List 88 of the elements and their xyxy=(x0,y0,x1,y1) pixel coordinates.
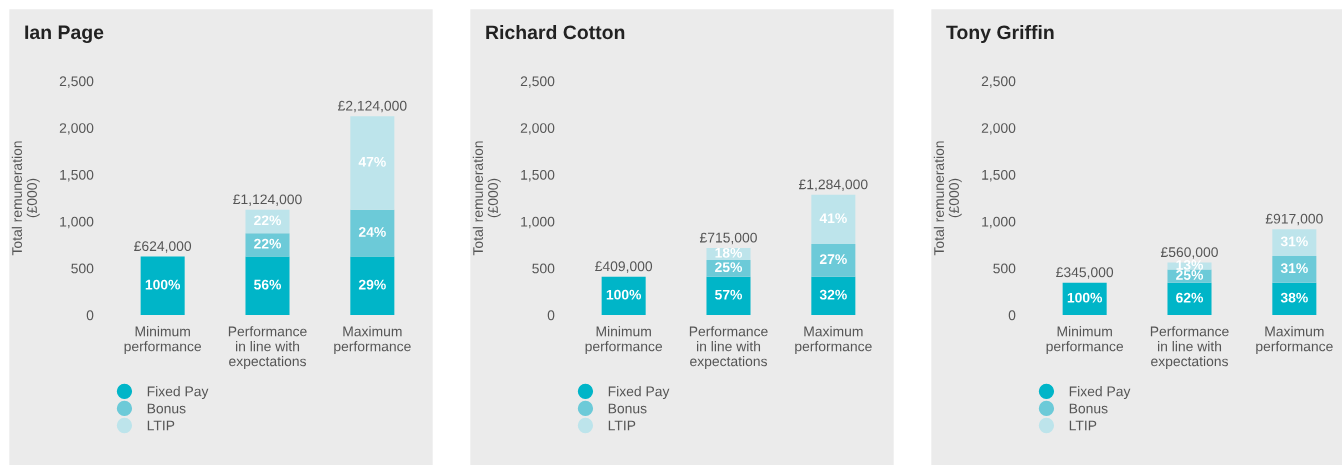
bar xyxy=(601,276,646,315)
annotation: 100% xyxy=(1067,292,1103,303)
bar xyxy=(1272,229,1317,256)
y-tick-label: 1,000 xyxy=(982,216,1016,229)
total-label: £1,284,000 xyxy=(798,179,868,191)
y-tick-label: 500 xyxy=(993,263,1016,274)
y-tick-label: 500 xyxy=(71,263,94,274)
y-tick-label: 2,000 xyxy=(981,123,1016,135)
annotation: 31% xyxy=(1280,236,1308,247)
bar xyxy=(1167,282,1212,315)
y-axis-title: Total remuneration (£000) xyxy=(472,141,501,256)
legend-label: LTIP xyxy=(1069,420,1097,431)
y-tick-label: 0 xyxy=(1008,310,1016,321)
y-tick-label: 1,000 xyxy=(521,216,555,229)
chart-title: Tony Griffin xyxy=(946,24,1054,44)
annotation: 62% xyxy=(1176,292,1204,303)
total-label: £2,124,000 xyxy=(337,100,407,113)
legend-label: Fixed Pay xyxy=(147,386,209,400)
annotation: 41% xyxy=(819,213,847,224)
x-tick-label: Minimum performance xyxy=(1046,326,1124,355)
bar xyxy=(140,256,185,315)
annotation: 25% xyxy=(1176,270,1204,280)
bar xyxy=(811,276,856,315)
y-tick-label: 500 xyxy=(532,263,555,274)
bar xyxy=(811,194,856,244)
bar xyxy=(245,233,290,257)
y-tick-label: 2,500 xyxy=(520,76,555,88)
legend-label: Bonus xyxy=(608,403,647,414)
annotation: 18% xyxy=(715,247,743,258)
y-tick-label: 2,500 xyxy=(59,76,94,88)
x-tick-label: Performance in line with expectations xyxy=(1150,326,1229,369)
annotation: 32% xyxy=(819,289,847,300)
total-label: £1,124,000 xyxy=(233,194,302,206)
annotation: 29% xyxy=(358,279,386,290)
total-label: £560,000 xyxy=(1160,247,1218,259)
total-label: £409,000 xyxy=(595,261,653,273)
annotation: 22% xyxy=(254,215,282,226)
annotation: 31% xyxy=(1280,263,1308,274)
annotation: 24% xyxy=(358,227,386,237)
x-tick-label: Performance in line with expectations xyxy=(689,326,768,369)
annotation: 100% xyxy=(145,279,181,290)
y-tick-label: 0 xyxy=(86,310,94,321)
legend-label: LTIP xyxy=(147,420,175,431)
y-tick-label: 2,500 xyxy=(981,76,1016,88)
legend-label: LTIP xyxy=(608,420,636,431)
total-label: £917,000 xyxy=(1265,213,1323,226)
annotation: 25% xyxy=(715,262,743,273)
x-tick-label: Minimum performance xyxy=(124,326,202,355)
annotation: 22% xyxy=(254,238,282,249)
x-tick-label: Performance in line with expectations xyxy=(228,326,307,369)
annotation: 47% xyxy=(358,156,386,167)
y-tick-label: 1,500 xyxy=(982,169,1016,182)
bar xyxy=(1272,255,1317,283)
x-tick-label: Maximum performance xyxy=(795,326,872,355)
bar xyxy=(1272,282,1317,315)
y-tick-label: 1,500 xyxy=(521,169,555,182)
chart-title: Richard Cotton xyxy=(486,24,625,40)
bar xyxy=(245,209,290,234)
annotation: 100% xyxy=(606,289,642,300)
legend-label: Fixed Pay xyxy=(608,386,670,400)
bar xyxy=(811,243,856,277)
legend-label: Bonus xyxy=(147,403,186,414)
annotation: 56% xyxy=(254,279,282,290)
bar xyxy=(350,256,395,315)
total-label: £715,000 xyxy=(699,232,757,245)
y-tick-label: 2,000 xyxy=(59,123,94,135)
bar xyxy=(706,276,751,315)
annotation: 27% xyxy=(819,254,847,265)
x-tick-label: Maximum performance xyxy=(334,326,411,355)
annotation: 57% xyxy=(715,289,743,300)
bar xyxy=(245,256,290,315)
x-tick-label: Maximum performance xyxy=(1256,326,1333,355)
annotation: 13% xyxy=(1176,259,1204,270)
y-tick-label: 0 xyxy=(547,310,555,321)
total-label: £624,000 xyxy=(134,241,192,253)
y-tick-label: 1,500 xyxy=(60,169,94,182)
chart-title: Ian Page xyxy=(25,25,104,44)
annotation: 38% xyxy=(1280,292,1308,303)
bar xyxy=(350,209,395,257)
y-tick-label: 2,000 xyxy=(520,123,555,135)
legend-label: Fixed Pay xyxy=(1069,386,1131,400)
y-axis-title: Total remuneration (£000) xyxy=(933,141,962,256)
y-axis-title: Total remuneration (£000) xyxy=(11,141,40,256)
legend-label: Bonus xyxy=(1069,403,1108,414)
x-tick-label: Minimum performance xyxy=(585,326,663,355)
y-tick-label: 1,000 xyxy=(60,216,94,229)
bar xyxy=(350,116,395,210)
total-label: £345,000 xyxy=(1056,267,1114,279)
